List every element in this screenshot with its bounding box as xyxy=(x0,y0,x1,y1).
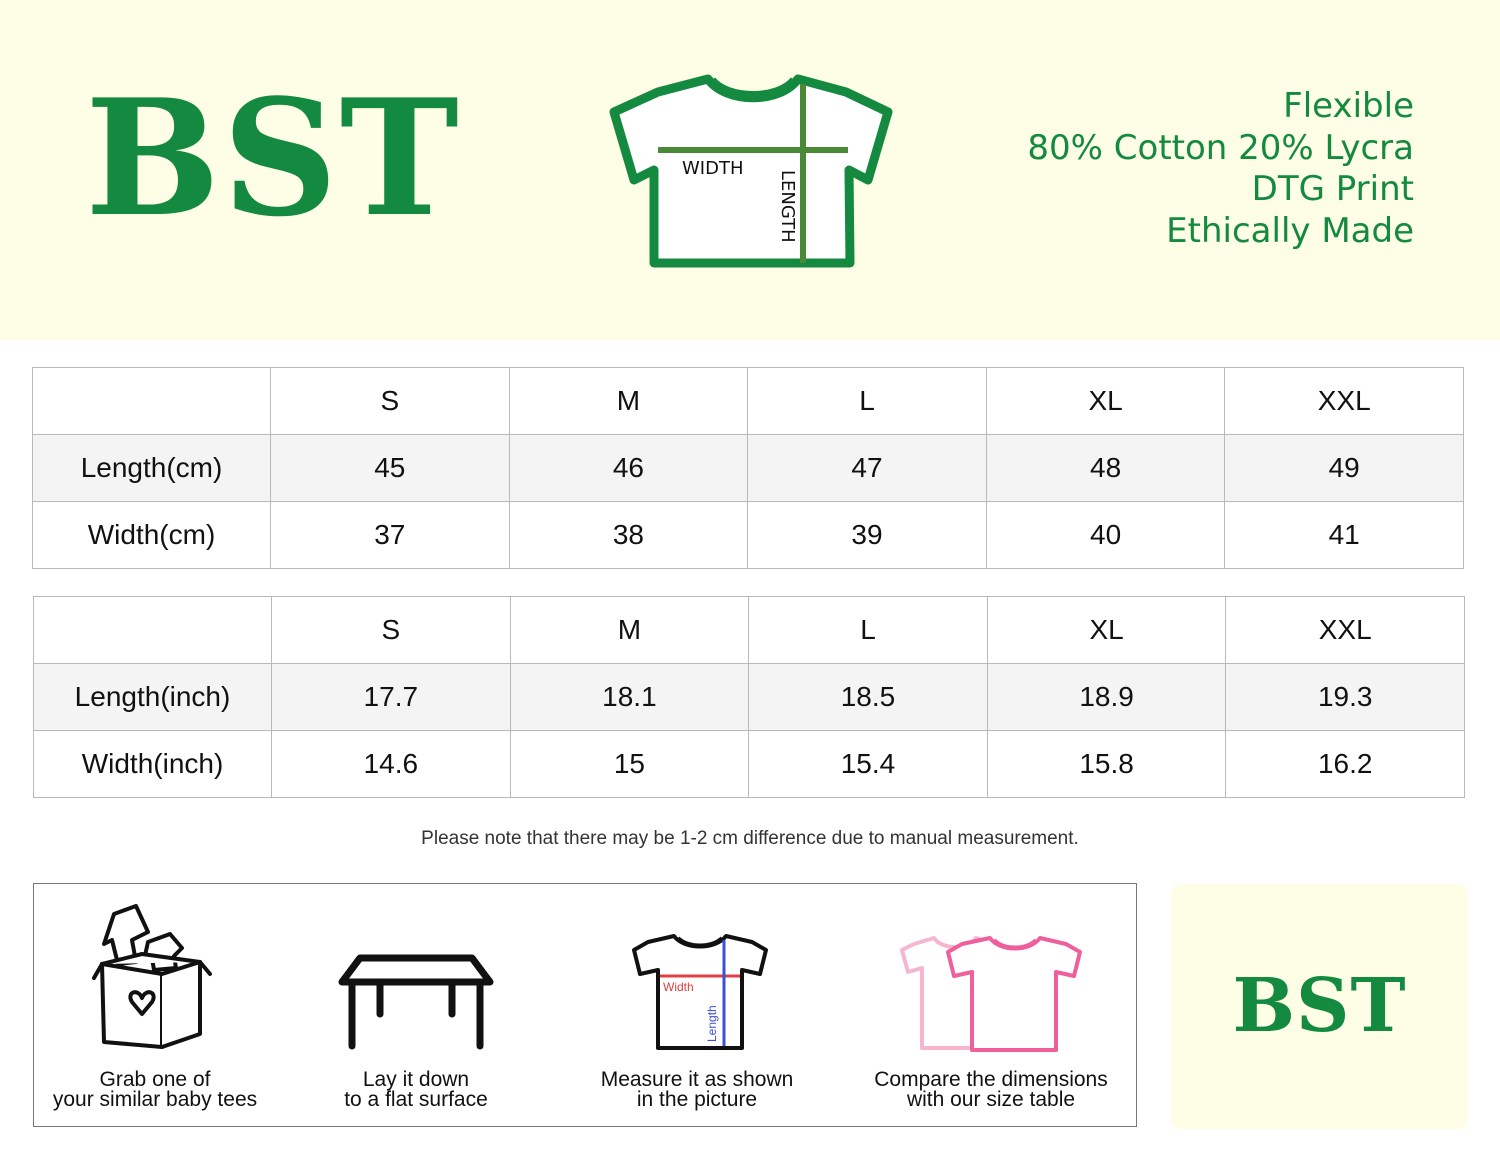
step-caption-line: your similar baby tees xyxy=(52,1088,258,1111)
size-header: XXL xyxy=(1224,367,1464,435)
brand-logo: BST xyxy=(85,64,461,252)
step-caption-line: to a flat surface xyxy=(344,1088,488,1111)
size-table-inch: S M L XL XXL Length(inch) 17.7 18.1 18.5… xyxy=(33,596,1465,798)
size-header: XXL xyxy=(1225,596,1465,664)
measurement-note: Please note that there may be 1-2 cm dif… xyxy=(421,828,1079,849)
table-cell: 45 xyxy=(270,434,510,502)
compare-shirts-icon xyxy=(900,936,1082,1052)
step-caption-line: Grab one of xyxy=(99,1068,211,1091)
table-row: Width(cm) 37 38 39 40 41 xyxy=(32,501,1464,569)
feature-item: Ethically Made xyxy=(1166,210,1414,251)
size-header: S xyxy=(270,367,510,435)
table-cell: 49 xyxy=(1224,434,1464,502)
table-cell: 40 xyxy=(985,501,1226,569)
row-label: Width(inch) xyxy=(33,730,272,798)
step-compare: Compare the dimensions with our size tab… xyxy=(854,884,1128,1128)
size-header: S xyxy=(271,596,511,664)
corner-cell xyxy=(33,596,272,664)
step-caption-line: Measure it as shown xyxy=(600,1068,794,1091)
row-label: Width(cm) xyxy=(32,501,271,569)
table-cell: 19.3 xyxy=(1225,663,1465,731)
size-header: XL xyxy=(986,596,1227,664)
feature-item: Flexible xyxy=(1283,86,1414,126)
table-cell: 48 xyxy=(985,434,1226,502)
box-of-clothes-icon xyxy=(92,904,212,1049)
table-cell: 18.9 xyxy=(986,663,1227,731)
length-label: LENGTH xyxy=(777,170,798,243)
table-cell: 17.7 xyxy=(271,663,511,731)
width-label: WIDTH xyxy=(682,158,744,179)
size-header: M xyxy=(509,596,750,664)
step-lay-flat: Lay it down to a flat surface xyxy=(296,884,536,1128)
table-cell: 46 xyxy=(508,434,749,502)
table-cell: 39 xyxy=(747,501,987,569)
step-caption-line: with our size table xyxy=(906,1088,1076,1111)
measure-length-label: Length xyxy=(705,1005,719,1042)
row-label: Length(cm) xyxy=(32,434,271,502)
table-icon xyxy=(338,954,494,1050)
step-caption-line: Lay it down xyxy=(362,1068,470,1091)
measure-width-label: Width xyxy=(663,980,694,994)
step-caption: Measure it as shown in the picture xyxy=(574,1068,820,1111)
table-cell: 38 xyxy=(508,501,749,569)
table-row: Length(inch) 17.7 18.1 18.5 18.9 19.3 xyxy=(33,663,1465,731)
table-cell: 15 xyxy=(509,730,750,798)
table-header-row: S M L XL XXL xyxy=(32,367,1464,435)
table-cell: 18.1 xyxy=(509,663,750,731)
step-caption: Grab one of your similar baby tees xyxy=(34,1068,276,1111)
table-cell: 41 xyxy=(1224,501,1464,569)
step-caption-line: Compare the dimensions xyxy=(874,1068,1108,1091)
step-caption-line: in the picture xyxy=(636,1088,758,1111)
step-caption: Lay it down to a flat surface xyxy=(296,1068,536,1111)
table-cell: 47 xyxy=(747,434,987,502)
feature-item: DTG Print xyxy=(1251,169,1414,209)
badge-logo: BST xyxy=(1232,963,1407,1049)
step-caption: Compare the dimensions with our size tab… xyxy=(854,1068,1128,1111)
size-header: XL xyxy=(985,367,1226,435)
size-header: M xyxy=(508,367,749,435)
feature-list: Flexible 80% Cotton 20% Lycra DTG Print … xyxy=(1027,86,1414,252)
brand-badge: BST xyxy=(1171,884,1468,1129)
measure-shirt-icon: Width Length xyxy=(632,934,768,1050)
row-label: Length(inch) xyxy=(33,663,272,731)
measuring-steps-panel: Grab one of your similar baby tees Lay i… xyxy=(33,883,1137,1127)
size-header: L xyxy=(748,596,988,664)
header-banner: BST WIDTH LENGTH Flexible 80% Cotton 20%… xyxy=(0,0,1500,340)
feature-item: 80% Cotton 20% Lycra xyxy=(1027,127,1414,168)
table-cell: 15.4 xyxy=(748,730,988,798)
table-cell: 16.2 xyxy=(1225,730,1465,798)
table-row: Width(inch) 14.6 15 15.4 15.8 16.2 xyxy=(33,730,1465,798)
table-cell: 15.8 xyxy=(986,730,1227,798)
size-table-cm: S M L XL XXL Length(cm) 45 46 47 48 49 W… xyxy=(32,367,1464,569)
tshirt-diagram-icon: WIDTH LENGTH xyxy=(609,74,893,268)
size-header: L xyxy=(747,367,987,435)
table-cell: 18.5 xyxy=(748,663,988,731)
step-grab-tee: Grab one of your similar baby tees xyxy=(34,884,276,1128)
step-measure: Width Length Measure it as shown in the … xyxy=(574,884,820,1128)
table-header-row: S M L XL XXL xyxy=(33,596,1465,664)
table-row: Length(cm) 45 46 47 48 49 xyxy=(32,434,1464,502)
corner-cell xyxy=(32,367,271,435)
table-cell: 14.6 xyxy=(271,730,511,798)
table-cell: 37 xyxy=(270,501,510,569)
